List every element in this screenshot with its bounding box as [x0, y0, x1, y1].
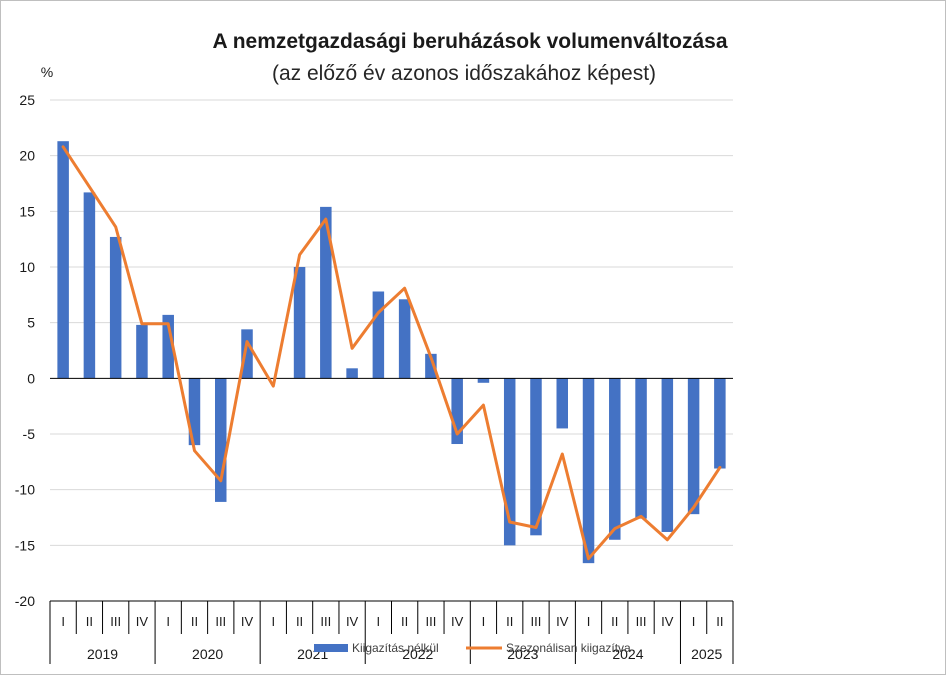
x-tick-label: II: [401, 614, 408, 629]
line-series: [61, 145, 722, 561]
y-tick-label: 0: [27, 370, 35, 386]
bar: [714, 378, 726, 469]
y-tick-labels: 25 20 15 10 5 0 -5 -10 -15 -20: [15, 92, 35, 609]
x-tick-label: IV: [241, 614, 254, 629]
x-tick-label: II: [716, 614, 723, 629]
chart-title: A nemzetgazdasági beruházások volumenvál…: [212, 30, 727, 53]
y-tick-label: 25: [19, 92, 35, 108]
x-tick-label: III: [215, 614, 226, 629]
x-tick-label: II: [506, 614, 513, 629]
bar: [530, 378, 542, 536]
bar: [609, 378, 621, 540]
bar: [635, 378, 647, 519]
bar: [398, 299, 411, 379]
x-tick-label: I: [61, 614, 65, 629]
x-tick-label: III: [531, 614, 542, 629]
x-tick-label: III: [110, 614, 121, 629]
y-axis-label: %: [41, 64, 53, 80]
y-tick-label: 20: [19, 148, 35, 164]
bar: [320, 206, 332, 379]
x-tick-label: IV: [556, 614, 569, 629]
bar: [503, 378, 516, 546]
bar: [162, 314, 174, 379]
y-tick-label: 10: [19, 259, 35, 275]
y-tick-label: -10: [15, 482, 35, 498]
bar: [346, 368, 358, 379]
year-group-label: 2022: [402, 646, 433, 662]
y-tick-label: 5: [27, 315, 35, 331]
legend: Kiigazítás nélkül Szezonálisan kiigazítv…: [314, 641, 631, 655]
bar: [477, 378, 490, 383]
x-axis: I II III IV I II III IV I II III IV I II III IV I II III IV…: [49, 600, 734, 664]
x-tick-label: I: [692, 614, 696, 629]
bar: [136, 324, 148, 379]
x-tick-label: II: [296, 614, 303, 629]
x-tick-label: III: [320, 614, 331, 629]
bar: [215, 378, 227, 502]
x-tick-label: I: [271, 614, 275, 629]
x-tick-label: IV: [136, 614, 149, 629]
x-tick-label: IV: [661, 614, 674, 629]
year-group-label: 2020: [192, 646, 223, 662]
x-tick-label: IV: [451, 614, 464, 629]
bar: [188, 378, 201, 446]
y-tick-label: -20: [15, 593, 35, 609]
bar: [241, 329, 253, 379]
year-group-label: 2024: [612, 646, 643, 662]
year-group-label: 2025: [691, 646, 722, 662]
legend-label-line: Szezonálisan kiigazítva: [506, 641, 631, 655]
bar: [451, 378, 463, 445]
y-tick-label: 15: [19, 203, 35, 219]
bar: [372, 291, 385, 379]
bar: [687, 378, 700, 515]
x-tick-label: I: [377, 614, 381, 629]
bar-series: [57, 141, 726, 564]
y-tick-label: -5: [23, 426, 36, 442]
year-group-label: 2019: [87, 646, 118, 662]
bar: [109, 236, 122, 379]
chart-subtitle: (az előző év azonos időszakához képest): [272, 62, 656, 85]
legend-swatch-bar: [314, 644, 348, 652]
bar: [582, 378, 595, 564]
x-tick-label: IV: [346, 614, 359, 629]
year-group-label: 2023: [507, 646, 538, 662]
x-tick-label: II: [191, 614, 198, 629]
x-tick-label: I: [166, 614, 170, 629]
y-tick-label: -15: [15, 537, 35, 553]
x-tick-label: III: [425, 614, 436, 629]
bar: [556, 378, 568, 429]
x-tick-label: I: [482, 614, 486, 629]
bar: [83, 192, 96, 379]
x-tick-label: II: [611, 614, 618, 629]
legend-label-bar: Kiigazítás nélkül: [352, 641, 439, 655]
gridlines: [50, 99, 733, 602]
bar: [425, 353, 437, 379]
bar: [57, 141, 69, 379]
x-tick-label: III: [636, 614, 647, 629]
x-tick-label: II: [86, 614, 93, 629]
x-tick-label: I: [587, 614, 591, 629]
bar: [661, 378, 674, 532]
bar: [293, 267, 306, 379]
